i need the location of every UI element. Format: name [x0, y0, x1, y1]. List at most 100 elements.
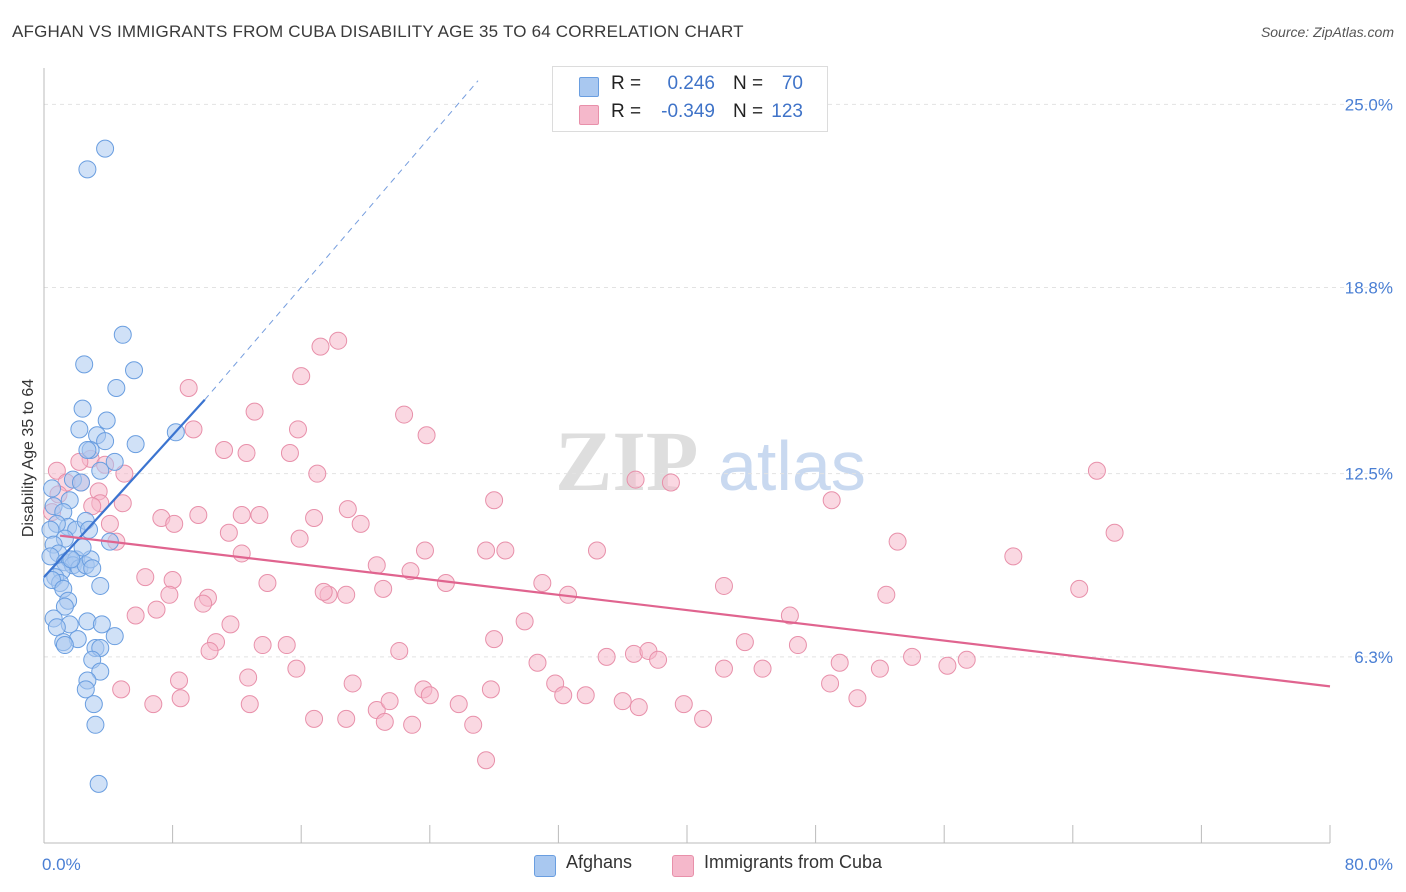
data-point [76, 680, 95, 699]
data-point [1004, 547, 1023, 566]
data-point [780, 606, 799, 625]
data-point [848, 689, 867, 708]
trend-line-extension [204, 80, 479, 401]
data-point [1070, 579, 1089, 598]
data-point [165, 514, 184, 533]
data-point [126, 435, 145, 454]
data-point [714, 576, 733, 595]
data-point [189, 506, 208, 525]
data-point [78, 441, 97, 460]
bottom-legend-label-afghans: Afghans [566, 852, 633, 872]
data-point [477, 541, 496, 560]
legend-row-cuba: R = -0.349 N = 123 [553, 99, 827, 129]
data-point [375, 712, 394, 731]
legend-r-value: 0.246 [667, 73, 715, 94]
legend-r-label: R = [611, 101, 642, 122]
data-point [232, 544, 251, 563]
data-point [305, 709, 324, 728]
data-point [253, 636, 272, 655]
legend-n-label: N = [733, 101, 764, 122]
legend-n-label: N = [733, 73, 764, 94]
grid-lines [44, 103, 1395, 658]
axes [43, 68, 1331, 844]
data-point [661, 473, 680, 492]
legend-swatch-cuba [579, 105, 599, 125]
watermark-atlas: atlas [718, 427, 866, 505]
legend-r-value: -0.349 [661, 101, 715, 122]
data-point [105, 627, 124, 646]
data-point [55, 636, 74, 655]
data-point [338, 500, 357, 519]
data-point [395, 405, 414, 424]
data-point [496, 541, 515, 560]
data-point [179, 378, 198, 397]
data-point [126, 606, 145, 625]
data-point [877, 585, 896, 604]
data-point [351, 514, 370, 533]
data-point [694, 709, 713, 728]
data-point [86, 715, 105, 734]
data-point [449, 695, 468, 714]
data-point [232, 506, 251, 525]
data-point [477, 751, 496, 770]
y-tick-label: 12.5% [1345, 465, 1393, 484]
data-point [390, 641, 409, 660]
x-tick-label: 0.0% [42, 855, 81, 874]
data-point [415, 541, 434, 560]
data-point [96, 432, 115, 451]
data-point [420, 686, 439, 705]
data-point [481, 680, 500, 699]
data-point [147, 600, 166, 619]
data-point [71, 473, 90, 492]
data-point [43, 479, 62, 498]
y-tick-label: 25.0% [1345, 95, 1393, 114]
data-point [374, 579, 393, 598]
data-point [83, 559, 102, 578]
data-point [89, 774, 108, 793]
data-point [184, 420, 203, 439]
data-point [714, 659, 733, 678]
data-point [1087, 461, 1106, 480]
data-point [290, 529, 309, 548]
data-point [308, 464, 327, 483]
data-point [329, 331, 348, 350]
legend-n-value: 123 [771, 101, 803, 122]
series-immigrants-from-cuba [43, 331, 1124, 770]
data-point [97, 411, 116, 430]
data-point [629, 698, 648, 717]
bottom-legend-label-cuba: Immigrants from Cuba [704, 852, 883, 872]
data-point [92, 615, 111, 634]
data-point [258, 573, 277, 592]
trend-line [43, 399, 206, 578]
source-credit: Source: ZipAtlas.com [1260, 24, 1394, 40]
data-point [870, 659, 889, 678]
data-point [597, 647, 616, 666]
data-point [401, 562, 420, 581]
data-point [464, 715, 483, 734]
data-point [41, 520, 60, 539]
y-tick-label: 6.3% [1354, 648, 1393, 667]
data-point [219, 523, 238, 542]
data-point [822, 491, 841, 510]
data-point [113, 325, 132, 344]
data-point [91, 662, 110, 681]
data-point [403, 715, 422, 734]
data-point [170, 671, 189, 690]
data-point [533, 573, 552, 592]
data-point [337, 709, 356, 728]
data-point [125, 361, 144, 380]
data-point [626, 470, 645, 489]
data-point [277, 636, 296, 655]
data-point [163, 571, 182, 590]
data-point [515, 612, 534, 631]
data-point [367, 556, 386, 575]
data-point [78, 160, 97, 179]
data-point [91, 576, 110, 595]
data-point [239, 668, 258, 687]
data-point [215, 441, 234, 460]
legend-r-label: R = [611, 73, 642, 94]
legend-swatch-afghans [579, 77, 599, 97]
data-point [55, 597, 74, 616]
data-point [314, 582, 333, 601]
